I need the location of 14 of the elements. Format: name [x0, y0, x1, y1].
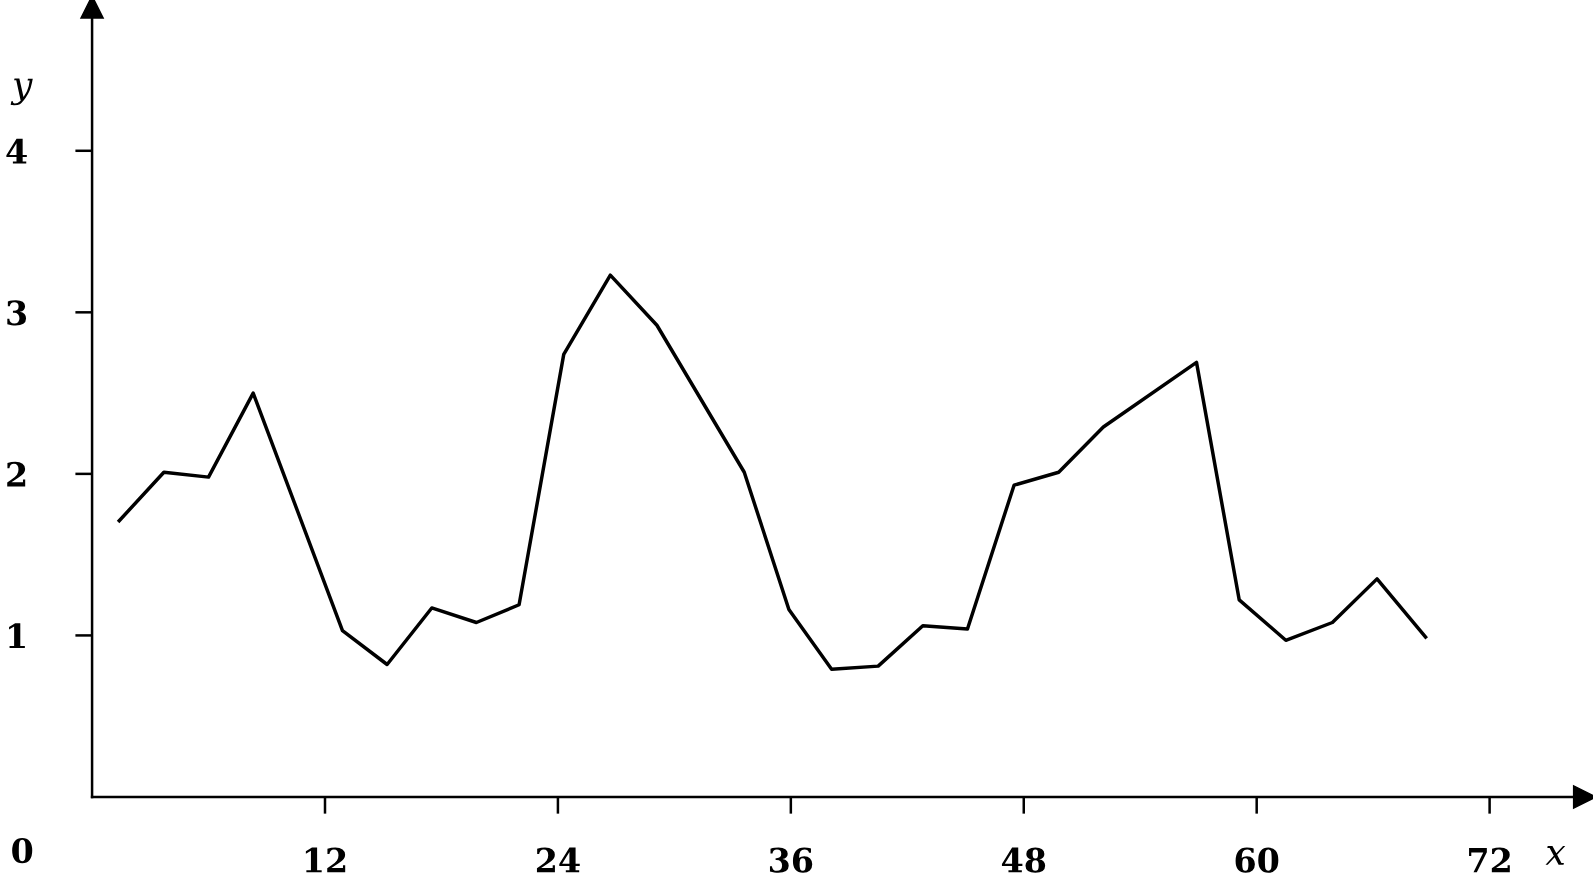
- text: 0: [12, 837, 33, 864]
- x-axis-title: x: [1545, 846, 1566, 865]
- line-series: [117, 273, 1428, 672]
- x-tick-label: 12: [305, 847, 346, 873]
- x-tick-label: 36: [769, 847, 813, 873]
- y-tick-label: 2: [7, 461, 26, 487]
- y-tick-label: 3: [7, 300, 27, 326]
- y-axis-title: y: [10, 78, 33, 106]
- y-tick-label: 1: [9, 623, 25, 649]
- x-tick-label: 60: [1235, 847, 1279, 873]
- y-tick-label: 4: [6, 138, 27, 164]
- x-tick-label: 72: [1469, 847, 1510, 873]
- x-tick-label: 48: [1001, 847, 1046, 873]
- x-tick-label: 24: [536, 847, 580, 873]
